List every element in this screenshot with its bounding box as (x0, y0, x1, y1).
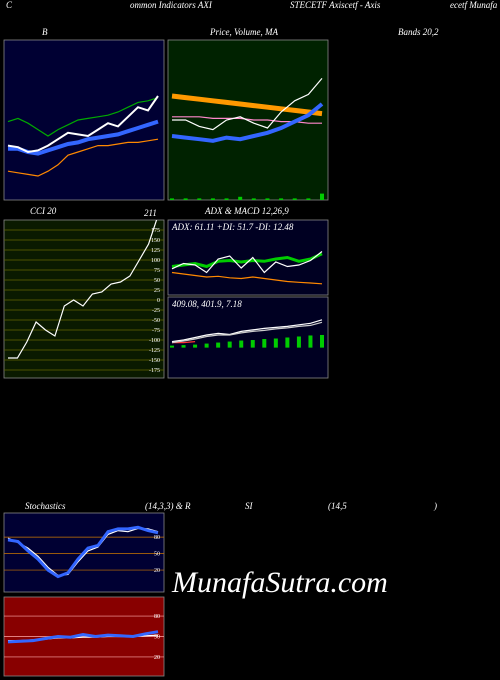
y-tick-label: 175 (151, 228, 160, 234)
y-tick-label: -175 (149, 368, 160, 374)
bar (308, 335, 313, 348)
series-line (172, 78, 323, 131)
y-tick-label: 150 (151, 238, 160, 244)
y-tick-label: -50 (152, 318, 160, 324)
series-line (171, 251, 323, 274)
series-line (171, 93, 323, 117)
series-line (7, 527, 159, 577)
bar (273, 338, 278, 348)
panel (3, 219, 165, 379)
bar (197, 198, 202, 200)
panel-title: Bands 20,2 (398, 27, 439, 37)
y-tick-label: 75 (154, 268, 160, 274)
y-tick-label: 25 (154, 288, 160, 294)
plot (170, 78, 324, 200)
y-tick-label: 125 (151, 248, 160, 254)
panel-title: ADX & MACD 12,26,9 (204, 206, 289, 216)
y-tick-label: 50 (154, 278, 160, 284)
y-tick-label: 20 (154, 655, 160, 661)
watermark: MunafaSutra.com (171, 566, 388, 599)
annotation: 409.08, 401.9, 7.18 (172, 299, 242, 309)
y-tick-label: -100 (149, 338, 160, 344)
header-text: C (6, 0, 13, 10)
panel-title: SI (245, 501, 254, 511)
series-line (7, 525, 159, 579)
y-tick-label: 20 (154, 568, 160, 574)
bar (262, 339, 267, 348)
y-tick-label: -75 (152, 328, 160, 334)
bar (183, 198, 188, 200)
bar (227, 341, 232, 348)
bar (279, 198, 284, 200)
series-line (171, 271, 323, 285)
series-line (7, 138, 159, 177)
bar (285, 337, 290, 348)
panel-title: CCI 20 (30, 206, 57, 216)
series-line (171, 102, 324, 143)
panel (3, 39, 165, 201)
bar (292, 198, 297, 200)
bar (320, 334, 324, 348)
bar (250, 340, 255, 348)
y-tick-label: 80 (154, 535, 160, 541)
bar (181, 345, 186, 348)
series-line (171, 252, 323, 269)
bar (239, 340, 244, 348)
bar (204, 343, 209, 348)
panel-title: B (42, 27, 48, 37)
bar (216, 342, 221, 348)
header-text: ecetf Munafa (450, 0, 498, 10)
bar (170, 198, 174, 200)
series-line (171, 319, 323, 343)
panel-title: ) (433, 501, 437, 511)
series-line (7, 630, 159, 644)
plot (4, 220, 164, 371)
bar (306, 198, 311, 200)
plot (4, 615, 164, 658)
bar (265, 198, 270, 200)
bar (238, 196, 243, 200)
series-line (8, 119, 159, 156)
header-text: ommon Indicators AXI (130, 0, 213, 10)
panel-title: Stochastics (25, 501, 66, 511)
y-tick-label: 0 (157, 298, 160, 304)
y-tick-label: -125 (149, 348, 160, 354)
annotation: ADX: 61.11 +DI: 51.7 -DI: 12.48 (171, 222, 294, 232)
panel-title: (14,3,3) & R (145, 501, 191, 511)
annotation: 211 (144, 208, 157, 218)
bar (210, 198, 215, 200)
series-line (171, 321, 323, 344)
plot (170, 319, 324, 348)
y-tick-label: -25 (152, 308, 160, 314)
panel (167, 296, 329, 379)
plot (7, 95, 159, 177)
series-line (7, 97, 159, 137)
bar (224, 198, 229, 200)
series-line (7, 95, 159, 154)
panel-title: (14,5 (328, 501, 347, 511)
y-tick-label: 100 (151, 258, 160, 264)
series-line (8, 220, 158, 359)
bar (320, 193, 324, 200)
plot (171, 251, 323, 285)
panel-title: Price, Volume, MA (209, 27, 278, 37)
y-tick-label: -150 (149, 358, 160, 364)
bar (251, 198, 256, 200)
bar (170, 345, 174, 348)
y-tick-label: 80 (154, 614, 160, 620)
bar (193, 344, 198, 348)
header-text: STECETF Axiscetf - Axis (290, 0, 381, 10)
plot (4, 525, 164, 579)
y-tick-label: 50 (154, 635, 160, 641)
bar (296, 336, 301, 348)
y-tick-label: 50 (154, 552, 160, 558)
